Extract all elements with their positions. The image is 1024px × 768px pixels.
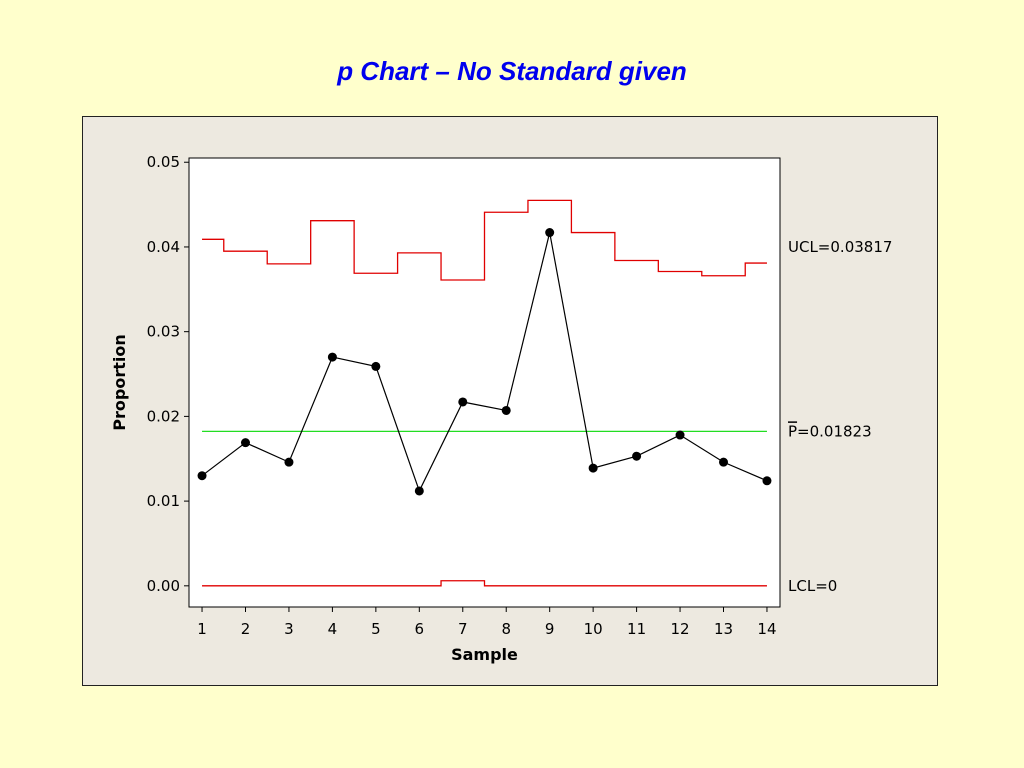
x-tick-label: 9 — [545, 620, 555, 638]
data-point-11 — [632, 451, 642, 461]
x-tick-label: 1 — [197, 620, 207, 638]
center-value: =0.01823 — [797, 422, 872, 440]
data-point-8 — [501, 405, 511, 415]
y-tick-label: 0.00 — [147, 577, 180, 595]
x-tick-label: 8 — [501, 620, 511, 638]
ucl-line — [202, 199, 767, 281]
center-label: P=0.01823 — [788, 422, 872, 440]
data-point-14 — [762, 476, 772, 486]
slide-title: p Chart – No Standard given — [337, 56, 687, 86]
data-point-9 — [545, 228, 555, 238]
x-tick-label: 5 — [371, 620, 381, 638]
data-point-4 — [327, 352, 337, 362]
data-point-2 — [240, 438, 250, 448]
y-axis-title: Proportion — [110, 334, 129, 430]
x-tick-label: 2 — [241, 620, 251, 638]
data-series-line — [201, 232, 768, 493]
y-tick-label: 0.03 — [147, 323, 180, 341]
y-axis: 0.00 0.01 0.02 0.03 0.04 0.05 — [147, 153, 189, 595]
ucl-step — [202, 199, 767, 281]
x-axis: 1 2 3 4 5 6 7 8 9 10 11 12 13 14 — [197, 607, 777, 638]
x-tick-label: 11 — [627, 620, 646, 638]
lcl-line — [202, 580, 767, 587]
data-point-6 — [414, 486, 424, 496]
x-tick-label: 10 — [584, 620, 603, 638]
x-tick-label: 13 — [714, 620, 733, 638]
data-point-3 — [284, 457, 294, 467]
y-tick-label: 0.01 — [147, 492, 180, 510]
y-tick-label: 0.04 — [147, 238, 180, 256]
data-points — [197, 228, 772, 496]
x-tick-label: 3 — [284, 620, 294, 638]
x-tick-label: 6 — [415, 620, 425, 638]
y-tick-label: 0.05 — [147, 153, 180, 171]
center-symbol: P — [788, 422, 797, 440]
y-tick-label: 0.02 — [147, 407, 180, 425]
data-point-10 — [588, 463, 598, 473]
lcl-step — [202, 580, 767, 587]
ucl-label: UCL=0.03817 — [788, 238, 892, 256]
x-tick-label: 4 — [328, 620, 338, 638]
data-point-7 — [458, 397, 468, 407]
x-tick-label: 12 — [671, 620, 690, 638]
data-point-13 — [719, 457, 729, 467]
data-point-1 — [197, 471, 207, 481]
x-tick-label: 7 — [458, 620, 468, 638]
data-point-5 — [371, 361, 381, 371]
lcl-label: LCL=0 — [788, 577, 837, 595]
data-point-12 — [675, 430, 685, 440]
x-axis-title: Sample — [451, 645, 518, 664]
x-tick-label: 14 — [757, 620, 776, 638]
